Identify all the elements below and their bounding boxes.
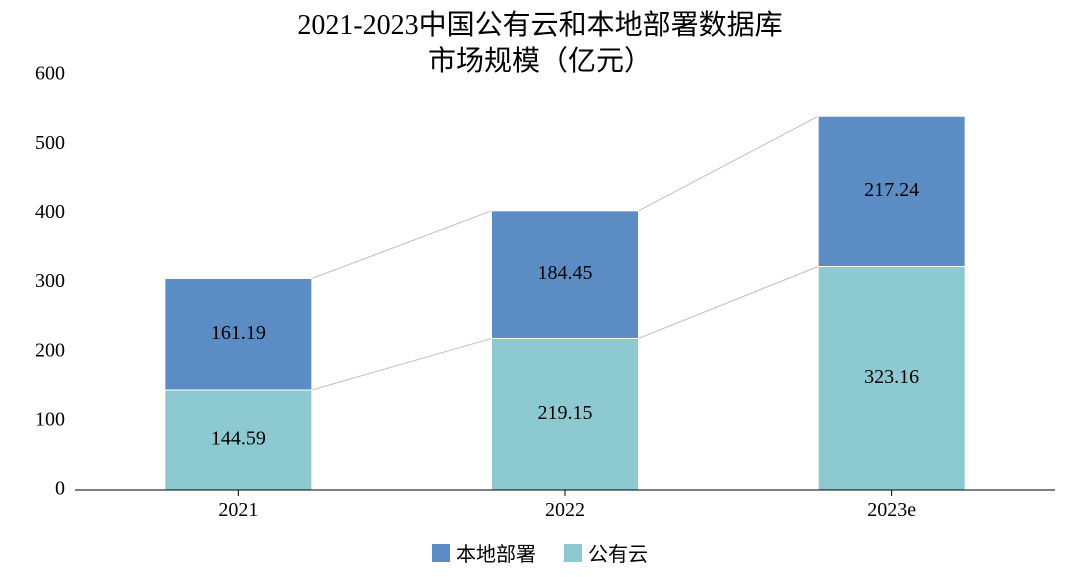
svg-text:600: 600 xyxy=(35,63,65,85)
svg-text:2023e: 2023e xyxy=(867,499,916,521)
legend-item: 公有云 xyxy=(564,538,648,567)
svg-text:100: 100 xyxy=(35,408,65,430)
chart-svg: 0 100 200 300 400 500 600 144.59 161.19 219.15 184… xyxy=(0,0,1080,577)
legend-label: 公有云 xyxy=(588,538,648,567)
svg-text:323.16: 323.16 xyxy=(864,366,919,388)
svg-text:300: 300 xyxy=(35,270,65,292)
svg-text:500: 500 xyxy=(35,132,65,154)
svg-text:217.24: 217.24 xyxy=(864,179,919,201)
svg-text:184.45: 184.45 xyxy=(538,262,593,284)
svg-text:2022: 2022 xyxy=(545,499,585,521)
svg-text:144.59: 144.59 xyxy=(211,428,266,450)
svg-text:2021: 2021 xyxy=(218,499,258,521)
svg-text:200: 200 xyxy=(35,339,65,361)
legend-swatch xyxy=(432,544,450,562)
svg-text:400: 400 xyxy=(35,201,65,223)
chart-legend: 本地部署 公有云 xyxy=(0,538,1080,567)
svg-text:161.19: 161.19 xyxy=(211,322,266,344)
svg-text:219.15: 219.15 xyxy=(538,402,593,424)
legend-item: 本地部署 xyxy=(432,538,536,567)
legend-swatch xyxy=(564,544,582,562)
chart-container: 2021-2023中国公有云和本地部署数据库 市场规模（亿元） 01002003… xyxy=(0,0,1080,577)
legend-label: 本地部署 xyxy=(456,538,536,567)
svg-text:0: 0 xyxy=(55,478,65,500)
